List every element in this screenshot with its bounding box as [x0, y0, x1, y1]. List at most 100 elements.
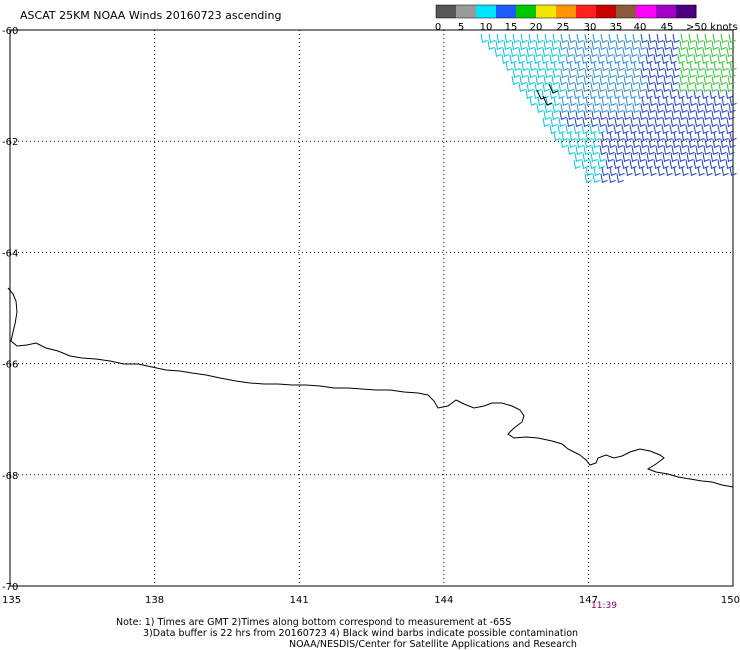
- wind-barb: [608, 68, 616, 79]
- wind-barb: [663, 145, 671, 156]
- wind-barb: [672, 138, 680, 149]
- wind-barb: [710, 47, 718, 58]
- wind-barb: [655, 110, 663, 121]
- wind-barb: [685, 89, 693, 100]
- wind-barb: [624, 68, 632, 79]
- wind-barb: [527, 75, 535, 86]
- wind-barb: [727, 110, 735, 121]
- wind-barb: [664, 138, 672, 149]
- wind-barb: [568, 138, 576, 149]
- wind-barb: [718, 47, 726, 58]
- wind-barb: [632, 33, 640, 44]
- wind-barb: [549, 124, 557, 135]
- wind-barb: [717, 124, 725, 135]
- wind-barb: [575, 40, 583, 51]
- wind-barb: [729, 61, 737, 72]
- wind-barb: [601, 166, 609, 177]
- longitude-labels: 135 138 141 144 147 150: [2, 595, 740, 606]
- legend-swatch: [676, 5, 697, 18]
- legend-tick-label: 0: [435, 22, 441, 33]
- wind-barb-contaminated: [536, 89, 547, 100]
- wind-barb: [609, 131, 617, 142]
- wind-barb: [599, 110, 607, 121]
- wind-barb: [582, 152, 590, 163]
- wind-barb: [639, 145, 647, 156]
- wind-barb: [632, 103, 640, 114]
- wind-barb: [718, 117, 726, 128]
- wind-barb: [480, 33, 488, 44]
- wind-barb: [510, 47, 518, 58]
- wind-barb: [487, 40, 495, 51]
- wind-barb: [713, 61, 721, 72]
- legend-swatch: [656, 5, 677, 18]
- wind-barb: [631, 110, 639, 121]
- lat-tick-label: -64: [2, 248, 18, 259]
- wind-barb: [720, 103, 728, 114]
- wind-barb: [536, 103, 544, 114]
- wind-barb: [585, 61, 593, 72]
- wind-barb: [704, 33, 712, 44]
- wind-barb: [680, 138, 688, 149]
- wind-barb: [638, 47, 646, 58]
- wind-barb: [721, 96, 729, 107]
- wind-barb: [592, 103, 600, 114]
- wind-barb: [693, 159, 701, 170]
- wind-barb: [701, 89, 709, 100]
- wind-barb: [695, 40, 703, 51]
- note-line-3: NOAA/NESDIS/Center for Satellite Applica…: [289, 639, 577, 650]
- wind-barb: [599, 145, 607, 156]
- wind-barb: [590, 82, 598, 93]
- wind-barb: [673, 166, 681, 177]
- legend-swatch: [636, 5, 657, 18]
- wind-barb: [712, 33, 720, 44]
- wind-barb: [673, 61, 681, 72]
- wind-barb: [541, 54, 549, 65]
- wind-barb: [569, 96, 577, 107]
- wind-barb: [590, 117, 598, 128]
- legend-swatch: [476, 5, 497, 18]
- wind-barb: [638, 82, 646, 93]
- wind-barb: [565, 89, 573, 100]
- wind-barb: [712, 68, 720, 79]
- wind-barb: [584, 68, 592, 79]
- wind-barb: [582, 82, 590, 93]
- wind-barb: [573, 89, 581, 100]
- wind-barb: [622, 117, 630, 128]
- wind-barb: [584, 103, 592, 114]
- wind-barb: [641, 61, 649, 72]
- lat-tick-label: -60: [2, 26, 18, 37]
- wind-barb: [566, 47, 574, 58]
- wind-barb: [679, 110, 687, 121]
- wind-barb: [655, 75, 663, 86]
- wind-barb: [655, 145, 663, 156]
- wind-barb: [633, 166, 641, 177]
- wind-barb: [567, 40, 575, 51]
- wind-barb: [534, 82, 542, 93]
- wind-barb: [609, 61, 617, 72]
- wind-barb: [560, 33, 568, 44]
- legend-tick-label: >50 knots: [686, 22, 738, 33]
- wind-barb: [680, 68, 688, 79]
- lat-tick-label: -68: [2, 471, 18, 482]
- wind-barb: [648, 103, 656, 114]
- lat-tick-label: -62: [2, 137, 18, 148]
- wind-barb: [630, 117, 638, 128]
- wind-barb: [624, 138, 632, 149]
- wind-barb: [503, 40, 511, 51]
- wind-barb: [601, 61, 609, 72]
- lon-tick-label: 138: [145, 595, 164, 606]
- lon-tick-label: 135: [2, 595, 21, 606]
- wind-barb: [697, 131, 705, 142]
- wind-barb: [567, 145, 575, 156]
- wind-barb: [637, 159, 645, 170]
- wind-barb: [632, 138, 640, 149]
- wind-barb: [623, 110, 631, 121]
- wind-barb: [598, 47, 606, 58]
- wind-barb: [694, 117, 702, 128]
- wind-barb: [681, 131, 689, 142]
- wind-barb: [717, 54, 725, 65]
- wind-barb: [646, 152, 654, 163]
- wind-barb: [649, 61, 657, 72]
- wind-barb: [557, 124, 565, 135]
- wind-barb: [709, 54, 717, 65]
